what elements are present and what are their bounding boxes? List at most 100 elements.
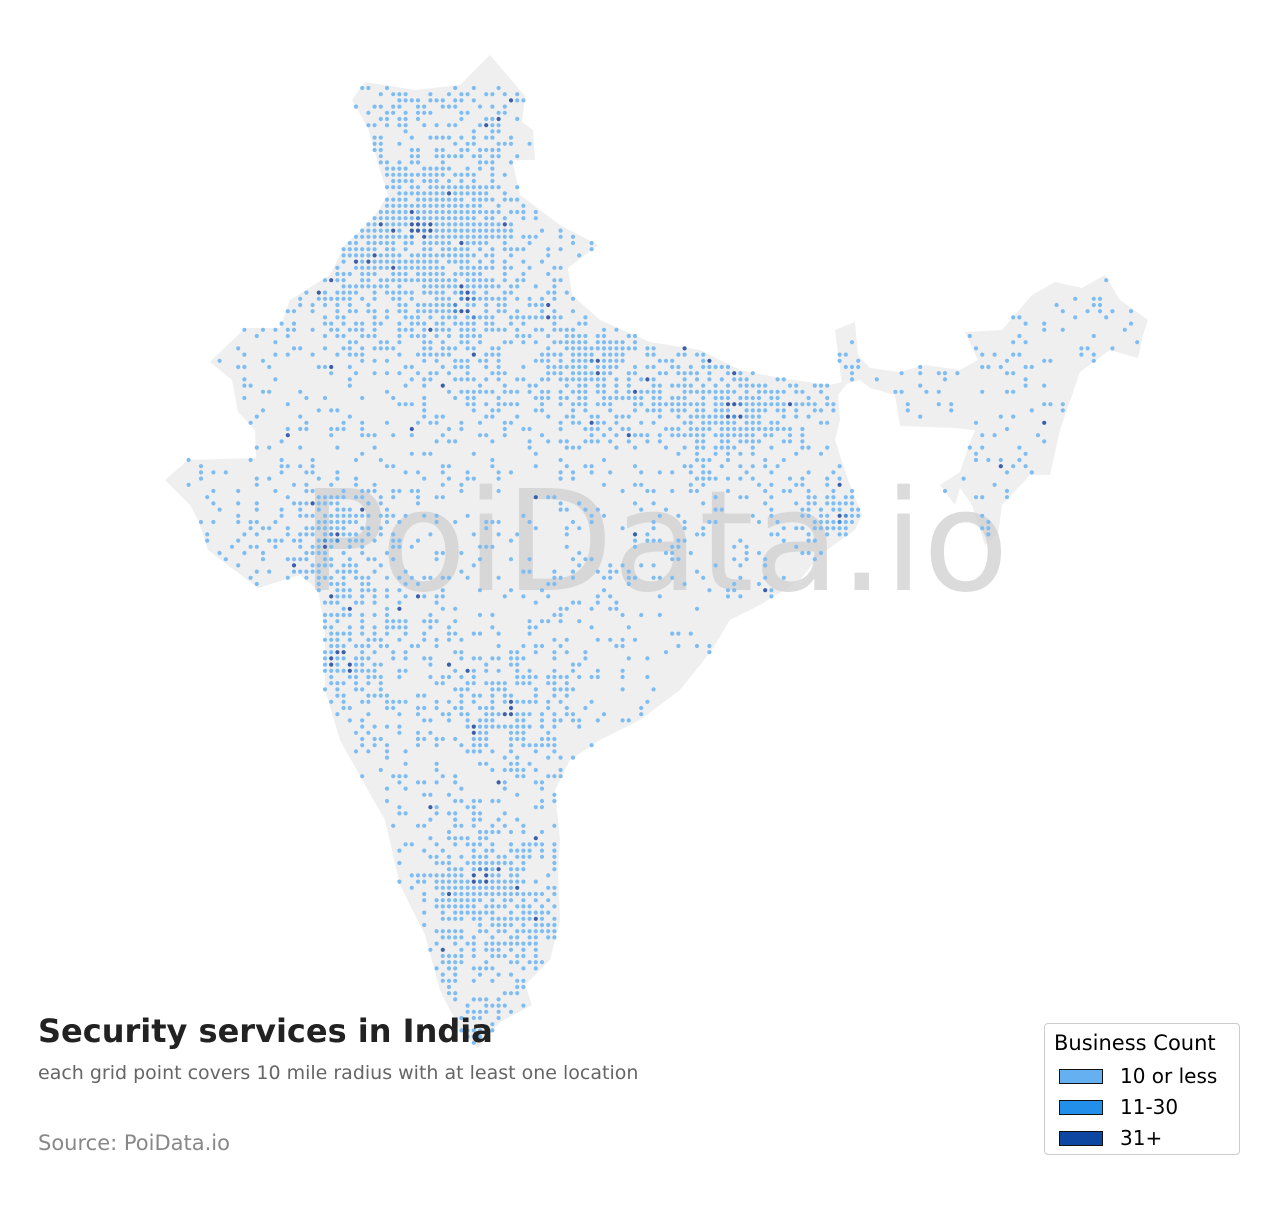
grid-point [682,352,687,357]
grid-point [570,389,576,394]
grid-point [446,278,452,283]
grid-point [477,203,483,208]
grid-point [397,209,402,215]
grid-point [446,296,452,301]
grid-point [440,736,445,742]
grid-point [694,426,700,432]
grid-point [676,631,681,636]
grid-point [434,885,439,890]
grid-point [446,631,452,636]
grid-point [372,253,377,258]
grid-point [347,271,352,277]
grid-point [806,470,811,475]
grid-point [391,464,396,469]
grid-point [440,947,445,952]
grid-point [347,668,352,673]
grid-point [397,588,402,593]
grid-point [508,228,514,233]
grid-point [484,352,489,357]
grid-point [440,290,445,295]
grid-point [533,395,538,401]
grid-point [502,811,507,816]
grid-point [347,247,352,252]
grid-point [329,575,334,580]
grid-point [787,383,793,388]
grid-point [465,346,470,351]
grid-point [614,383,619,388]
grid-point [508,947,514,952]
grid-point [570,408,576,413]
grid-point [329,557,334,562]
grid-point [378,643,383,649]
grid-point [366,674,371,680]
grid-point [415,743,421,748]
grid-point [744,439,749,444]
grid-point [552,842,557,847]
grid-point [856,364,861,370]
grid-point [564,395,569,401]
grid-point [372,625,377,630]
grid-point [515,755,520,760]
grid-point [589,439,594,444]
grid-point [539,377,545,382]
grid-point [812,402,817,407]
grid-point [1091,352,1096,357]
grid-point [360,426,365,432]
grid-point [428,302,433,308]
grid-point [465,284,470,289]
grid-point [490,519,495,525]
grid-point [632,532,638,537]
grid-point [484,544,489,549]
grid-point [620,340,625,345]
grid-point [515,309,520,314]
grid-point [502,247,507,252]
grid-point [254,445,259,450]
grid-point [502,929,507,934]
grid-point [329,643,334,649]
grid-point [818,526,824,531]
grid-point [843,501,848,506]
grid-point [459,550,464,556]
grid-point [453,519,458,525]
grid-point [515,935,520,940]
grid-point [335,333,340,339]
grid-point [645,352,650,357]
grid-point [477,612,483,618]
grid-point [391,92,396,97]
grid-point [589,606,594,611]
grid-point [335,631,340,636]
grid-point [415,185,421,190]
grid-point [521,426,526,432]
grid-point [304,569,309,574]
grid-point [849,501,855,506]
grid-point [527,904,532,909]
grid-point [316,575,321,580]
grid-point [484,92,489,97]
grid-point [446,929,452,934]
grid-point [508,656,514,661]
grid-point [620,643,625,649]
grid-point [372,433,377,438]
grid-point [360,625,365,630]
grid-point [694,606,700,611]
grid-point [515,185,520,190]
grid-point [490,216,495,221]
grid-point [527,383,532,388]
grid-point [335,662,340,667]
grid-point [701,408,706,413]
grid-point [843,513,848,518]
grid-point [502,216,507,221]
grid-point [459,209,464,215]
grid-point [670,402,675,407]
grid-point [570,340,576,345]
grid-point [310,544,315,549]
grid-point [471,141,476,146]
grid-point [601,377,607,382]
grid-point [732,389,737,394]
grid-point [496,185,501,190]
grid-point [372,538,377,543]
grid-point [564,637,569,642]
grid-point [601,383,607,388]
grid-point [496,296,501,301]
grid-point [552,321,557,326]
